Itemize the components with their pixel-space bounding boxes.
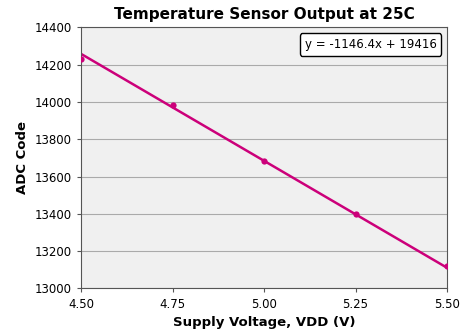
Title: Temperature Sensor Output at 25C: Temperature Sensor Output at 25C xyxy=(114,7,415,22)
Legend: y = -1146.4x + 19416: y = -1146.4x + 19416 xyxy=(300,33,441,56)
Y-axis label: ADC Code: ADC Code xyxy=(16,121,29,194)
X-axis label: Supply Voltage, VDD (V): Supply Voltage, VDD (V) xyxy=(173,316,355,329)
